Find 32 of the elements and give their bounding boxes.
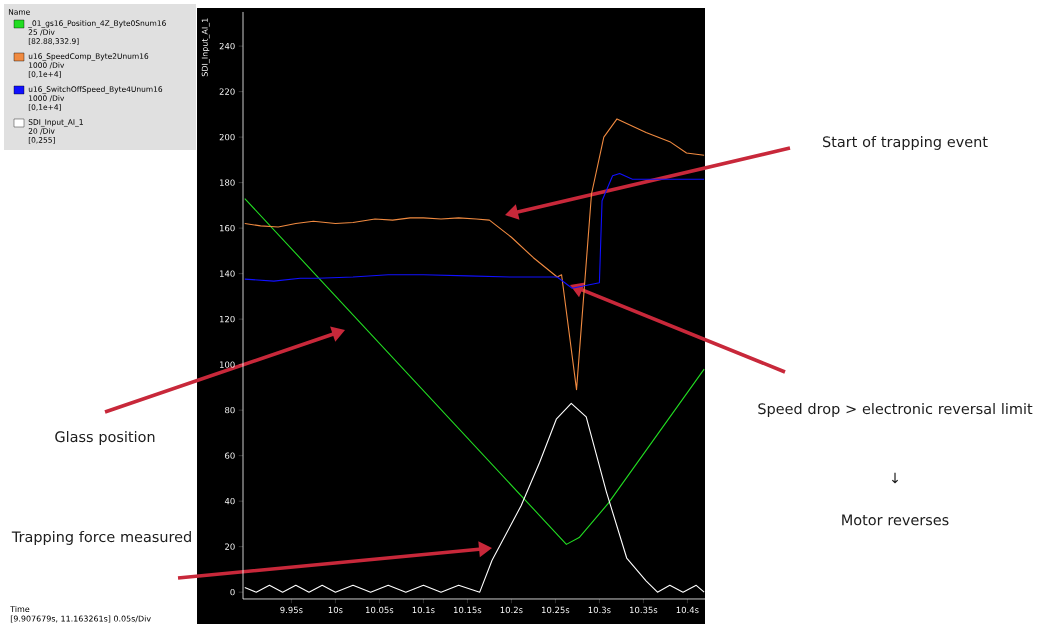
text: Trapping force measured bbox=[11, 530, 191, 545]
y-tick-label: 20 bbox=[225, 543, 235, 550]
x-tick-label: 10.25s bbox=[542, 606, 570, 614]
y-tick-label: 80 bbox=[225, 406, 235, 414]
line-series bbox=[244, 118, 705, 391]
text: ↓ bbox=[891, 472, 899, 484]
y-tick-label: 40 bbox=[224, 497, 235, 505]
text: Speed drop > electronic reversal limit bbox=[758, 402, 1033, 417]
y-tick-label: 140 bbox=[220, 270, 235, 277]
y-tick-label: 60 bbox=[225, 452, 235, 459]
x-tick-label: 9.95s bbox=[280, 606, 303, 614]
y-tick-label: 160 bbox=[220, 224, 235, 232]
x-tick-label: 10s bbox=[328, 606, 343, 614]
line-series bbox=[244, 172, 705, 289]
y-tick-label: 120 bbox=[220, 315, 235, 323]
x-tick-label: 10.35s bbox=[630, 606, 658, 614]
y-tick-label: 200 bbox=[219, 133, 235, 141]
y-tick-label: 240 bbox=[219, 42, 235, 50]
y-tick-label: 100 bbox=[220, 361, 235, 368]
y-tick-label: 0 bbox=[230, 588, 235, 596]
text: Start of trapping event bbox=[822, 135, 988, 150]
x-tick-label: 10.4s bbox=[676, 606, 699, 614]
y-tick-label: 180 bbox=[220, 179, 235, 186]
text: Glass position bbox=[55, 430, 155, 445]
text: Motor reverses bbox=[842, 514, 949, 526]
x-tick-label: 10.2s bbox=[500, 606, 523, 614]
x-tick-label: 10.15s bbox=[454, 606, 482, 614]
y-tick-label: 220 bbox=[219, 88, 235, 95]
x-tick-label: 10.1s bbox=[412, 606, 435, 614]
line-series bbox=[244, 198, 705, 545]
x-tick-label: 10.05s bbox=[366, 606, 394, 614]
x-tick-label: 10.3s bbox=[588, 606, 611, 614]
